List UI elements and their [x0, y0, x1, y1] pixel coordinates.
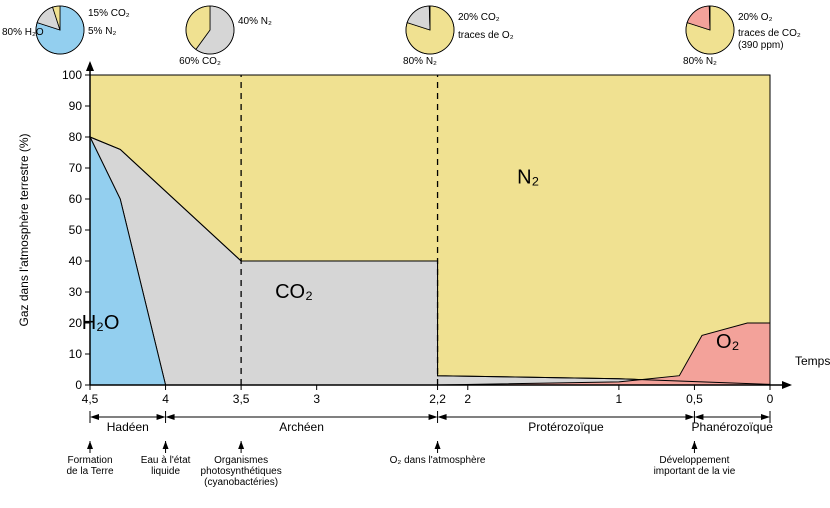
event-label: Formation	[67, 455, 112, 466]
co2-label: CO₂	[275, 281, 313, 303]
era-arrowhead	[438, 414, 447, 420]
pie-label: 20% CO₂	[458, 12, 500, 23]
x-axis-arrow	[782, 381, 792, 389]
event-label: Développement	[659, 455, 729, 466]
event-arrowhead	[87, 441, 93, 449]
y-tick-label: 20	[69, 316, 83, 330]
event-label: important de la vie	[654, 466, 736, 477]
x-tick-label: 3	[313, 392, 320, 406]
event-label: (cyanobactéries)	[204, 477, 278, 488]
pie-label: traces de CO₂	[738, 28, 801, 39]
x-tick-label: 0,5	[686, 392, 703, 406]
x-tick-label: 4,5	[82, 392, 99, 406]
y-tick-label: 50	[69, 223, 83, 237]
era-label: Archéen	[279, 420, 324, 434]
pie-label: 80% N₂	[683, 56, 717, 67]
y-tick-label: 40	[69, 254, 83, 268]
pie-label: 80% N₂	[403, 56, 437, 67]
n2-label: N₂	[517, 167, 539, 189]
x-tick-label: 3,5	[233, 392, 250, 406]
x-tick-label: 1	[616, 392, 623, 406]
event-label: photosynthétiques	[201, 466, 282, 477]
pie-label: (390 ppm)	[738, 40, 784, 51]
event-arrowhead	[435, 441, 441, 449]
x-axis-label: Temps (Ga)	[795, 354, 830, 368]
event-label: Organismes	[214, 455, 268, 466]
era-arrowhead	[157, 414, 166, 420]
y-tick-label: 0	[75, 378, 82, 392]
pie-label: traces de O₂	[458, 30, 514, 41]
event-arrowhead	[163, 441, 169, 449]
pie-label: 5% N₂	[88, 26, 116, 37]
y-tick-label: 90	[69, 99, 83, 113]
y-tick-label: 10	[69, 347, 83, 361]
pie-label: 80% H₂O	[2, 27, 44, 38]
era-arrowhead	[429, 414, 438, 420]
event-label: de la Terre	[66, 466, 114, 477]
y-axis-arrow	[86, 61, 94, 71]
y-tick-label: 30	[69, 285, 83, 299]
o2-label: O₂	[716, 331, 739, 353]
y-tick-label: 60	[69, 192, 83, 206]
y-tick-label: 70	[69, 161, 83, 175]
era-arrowhead	[90, 414, 99, 420]
event-label: O₂ dans l'atmosphère	[390, 455, 486, 466]
x-tick-label: 4	[162, 392, 169, 406]
y-axis-label: Gaz dans l'atmosphère terrestre (%)	[17, 133, 31, 326]
event-label: liquide	[151, 466, 180, 477]
event-arrowhead	[238, 441, 244, 449]
era-label: Hadéen	[107, 420, 149, 434]
y-tick-label: 100	[62, 68, 82, 82]
pie-label: 60% CO₂	[179, 56, 221, 67]
event-arrowhead	[691, 441, 697, 449]
x-tick-label: 2	[464, 392, 471, 406]
pie-label: 40% N₂	[238, 16, 272, 27]
x-tick-label: 0	[767, 392, 774, 406]
y-tick-label: 80	[69, 130, 83, 144]
x-tick-label: 2,2	[429, 392, 446, 406]
event-label: Eau à l'état	[141, 455, 191, 466]
era-label: Phanérozoïque	[692, 420, 774, 434]
era-arrowhead	[166, 414, 175, 420]
pie-label: 20% O₂	[738, 12, 773, 23]
era-label: Protérozoïque	[528, 420, 604, 434]
pie-label: 15% CO₂	[88, 8, 130, 19]
